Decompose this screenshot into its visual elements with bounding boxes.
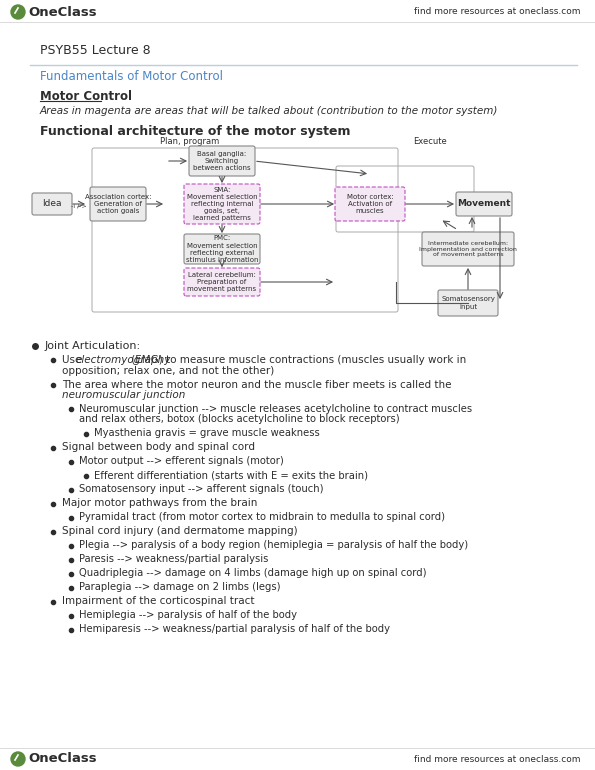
Text: PSYB55 Lecture 8: PSYB55 Lecture 8 [40, 43, 151, 56]
Text: Fundamentals of Motor Control: Fundamentals of Motor Control [40, 71, 223, 83]
Text: Hemiplegia --> paralysis of half of the body: Hemiplegia --> paralysis of half of the … [79, 611, 297, 621]
Text: Motor output --> efferent signals (motor): Motor output --> efferent signals (motor… [79, 457, 284, 467]
Text: Impairment of the corticospinal tract: Impairment of the corticospinal tract [62, 597, 255, 607]
FancyBboxPatch shape [184, 268, 260, 296]
Text: Quadriplegia --> damage on 4 limbs (damage high up on spinal cord): Quadriplegia --> damage on 4 limbs (dama… [79, 568, 427, 578]
FancyBboxPatch shape [422, 232, 514, 266]
FancyBboxPatch shape [189, 146, 255, 176]
Text: Execute: Execute [413, 138, 447, 146]
Text: Major motor pathways from the brain: Major motor pathways from the brain [62, 498, 258, 508]
Text: neuromuscular junction: neuromuscular junction [62, 390, 186, 400]
Text: Motor Control: Motor Control [40, 91, 132, 103]
Text: SMA:
Movement selection
reflecting internal
goals, set,
learned patterns: SMA: Movement selection reflecting inter… [187, 187, 257, 221]
Text: electromyography: electromyography [75, 355, 171, 365]
Text: Plan, program: Plan, program [161, 138, 220, 146]
Text: find more resources at oneclass.com: find more resources at oneclass.com [414, 755, 580, 764]
Text: Motor cortex:
Activation of
muscles: Motor cortex: Activation of muscles [347, 194, 393, 214]
Text: Spinal cord injury (and dermatome mapping): Spinal cord injury (and dermatome mappin… [62, 527, 298, 537]
Text: opposition; relax one, and not the other): opposition; relax one, and not the other… [62, 366, 274, 376]
Text: Movement: Movement [457, 199, 511, 209]
FancyBboxPatch shape [90, 187, 146, 221]
Text: Paresis --> weakness/partial paralysis: Paresis --> weakness/partial paralysis [79, 554, 268, 564]
Text: Efferent differentiation (starts with E = exits the brain): Efferent differentiation (starts with E … [94, 470, 368, 480]
FancyBboxPatch shape [456, 192, 512, 216]
Circle shape [11, 752, 25, 766]
Text: Use: Use [62, 355, 84, 365]
Text: Myasthenia gravis = grave muscle weakness: Myasthenia gravis = grave muscle weaknes… [94, 428, 320, 438]
Text: Hemiparesis --> weakness/partial paralysis of half of the body: Hemiparesis --> weakness/partial paralys… [79, 624, 390, 634]
Text: Joint Articulation:: Joint Articulation: [45, 341, 141, 351]
Circle shape [11, 5, 25, 19]
Text: Basal ganglia:
Switching
between actions: Basal ganglia: Switching between actions [193, 151, 251, 171]
Text: OneClass: OneClass [28, 5, 96, 18]
Text: Intermediate cerebellum:
Implementation and correction
of movement patterns: Intermediate cerebellum: Implementation … [419, 241, 517, 257]
Text: Paraplegia --> damage on 2 limbs (legs): Paraplegia --> damage on 2 limbs (legs) [79, 582, 280, 592]
Text: The area where the motor neuron and the muscle fiber meets is called the: The area where the motor neuron and the … [62, 380, 452, 390]
Text: Plegia --> paralysis of a body region (hemiplegia = paralysis of half the body): Plegia --> paralysis of a body region (h… [79, 541, 468, 551]
Text: OneClass: OneClass [28, 752, 96, 765]
Text: Signal between body and spinal cord: Signal between body and spinal cord [62, 443, 255, 453]
Text: Lateral cerebellum:
Preparation of
movement patterns: Lateral cerebellum: Preparation of movem… [187, 272, 256, 292]
Text: Association cortex:
Generation of
action goals: Association cortex: Generation of action… [84, 194, 151, 214]
Text: Somatosensory
input: Somatosensory input [441, 296, 495, 310]
FancyBboxPatch shape [335, 187, 405, 221]
FancyBboxPatch shape [184, 234, 260, 264]
Text: Pyramidal tract (from motor cortex to midbrain to medulla to spinal cord): Pyramidal tract (from motor cortex to mi… [79, 513, 445, 523]
FancyBboxPatch shape [184, 184, 260, 224]
FancyBboxPatch shape [438, 290, 498, 316]
FancyBboxPatch shape [32, 193, 72, 215]
Text: find more resources at oneclass.com: find more resources at oneclass.com [414, 8, 580, 16]
Text: (EMG) to measure muscle contractions (muscles usually work in: (EMG) to measure muscle contractions (mu… [128, 355, 466, 365]
Text: Idea: Idea [42, 199, 62, 209]
Text: Areas in magenta are areas that will be talked about (contribution to the motor : Areas in magenta are areas that will be … [40, 106, 499, 116]
Text: Neuromuscular junction --> muscle releases acetylcholine to contract muscles: Neuromuscular junction --> muscle releas… [79, 404, 472, 414]
Text: Functional architecture of the motor system: Functional architecture of the motor sys… [40, 125, 350, 138]
Text: PMC:
Movement selection
reflecting external
stimulus information: PMC: Movement selection reflecting exter… [186, 236, 258, 263]
Text: -i /->: -i /-> [71, 204, 87, 209]
Text: and relax others, botox (blocks acetylcholine to block receptors): and relax others, botox (blocks acetylch… [79, 414, 400, 424]
Text: Somatosensory input --> afferent signals (touch): Somatosensory input --> afferent signals… [79, 484, 324, 494]
